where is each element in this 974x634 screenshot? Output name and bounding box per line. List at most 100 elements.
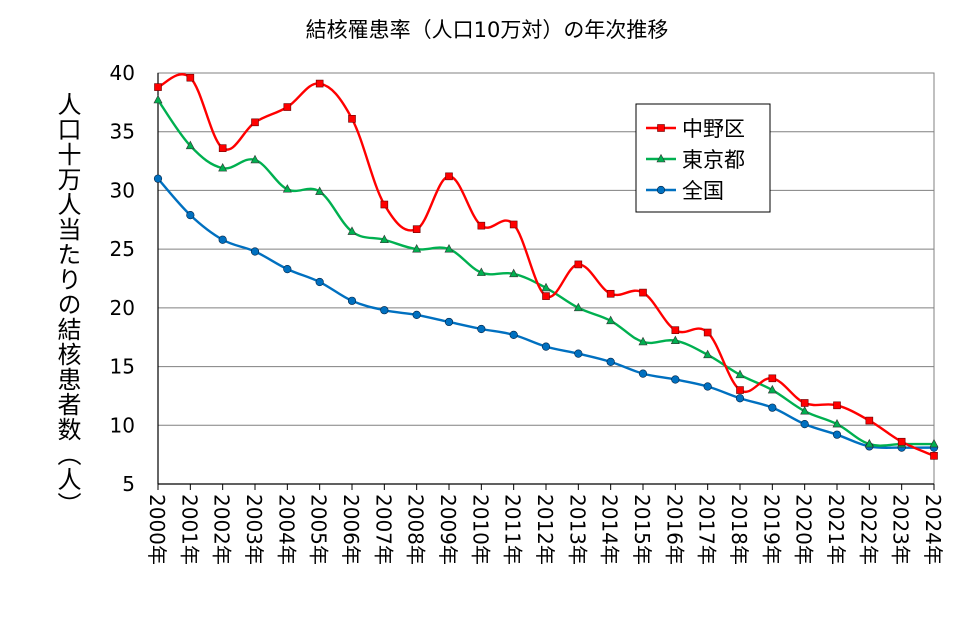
data-point-2	[574, 349, 583, 358]
data-point-0	[283, 103, 292, 111]
data-point-1	[218, 162, 228, 172]
data-point-0	[186, 73, 195, 82]
x-tick-label: 2023年	[889, 494, 913, 565]
data-point-1	[153, 94, 163, 104]
data-point-2	[606, 357, 615, 366]
data-point-1	[282, 184, 292, 193]
x-tick-label: 2016年	[662, 494, 686, 565]
data-point-0	[380, 200, 389, 209]
x-tick-label: 2005年	[307, 494, 331, 565]
data-point-1	[250, 154, 260, 164]
x-tick-label: 2006年	[339, 494, 363, 565]
data-point-0	[445, 172, 453, 181]
data-point-2	[153, 174, 163, 183]
data-point-1	[703, 349, 713, 359]
data-point-1	[832, 418, 842, 428]
data-point-2	[703, 382, 712, 391]
data-point-1	[864, 438, 874, 448]
data-point-1	[379, 234, 389, 244]
legend-swatch-marker	[657, 124, 665, 132]
data-point-1	[767, 384, 777, 394]
data-point-1	[412, 244, 422, 253]
y-tick-label: 40	[110, 61, 135, 85]
data-point-2	[638, 369, 648, 378]
x-tick-label: 2012年	[533, 494, 557, 565]
y-tick-label: 15	[110, 355, 135, 379]
data-point-0	[897, 437, 906, 446]
x-tick-label: 2018年	[727, 494, 751, 565]
x-tick-label: 2001年	[177, 494, 201, 565]
data-point-0	[768, 374, 777, 383]
x-tick-label: 2009年	[436, 494, 460, 565]
data-point-1	[476, 267, 486, 276]
x-tick-label: 2004年	[274, 494, 298, 565]
x-tick-label: 2021年	[824, 494, 848, 565]
y-tick-label: 25	[110, 237, 135, 261]
gridlines	[157, 72, 935, 485]
data-point-2	[541, 342, 551, 351]
data-point-0	[606, 289, 615, 298]
series-line-1	[157, 99, 934, 447]
data-point-0	[703, 328, 712, 337]
data-point-2	[768, 403, 777, 412]
data-point-2	[250, 247, 260, 256]
data-point-0	[477, 221, 486, 230]
legend-label: 中野区	[682, 117, 745, 141]
x-tick-label: 2013年	[565, 494, 589, 565]
data-point-0	[154, 83, 162, 91]
data-point-2	[444, 317, 454, 327]
data-point-1	[315, 186, 325, 195]
data-point-1	[929, 438, 939, 448]
data-point-1	[573, 302, 583, 312]
data-point-2	[509, 330, 518, 339]
data-point-2	[315, 277, 324, 287]
data-point-1	[347, 226, 357, 235]
data-point-0	[542, 292, 550, 300]
x-tick-label: 2024年	[921, 494, 945, 565]
x-tick-label: 2002年	[210, 494, 234, 565]
y-tick-label: 35	[110, 120, 135, 144]
y-tick-label: 10	[110, 413, 135, 437]
data-point-1	[800, 406, 810, 415]
data-point-0	[736, 386, 744, 394]
series-markers	[153, 73, 939, 460]
y-axis-label: 人口十万人当たりの結核患者数（人）	[53, 92, 81, 517]
data-point-0	[315, 79, 324, 88]
data-point-2	[347, 296, 357, 305]
y-tick-label: 30	[110, 178, 135, 202]
data-point-2	[800, 420, 809, 429]
data-point-0	[639, 288, 647, 297]
x-tick-label: 2011年	[501, 494, 525, 565]
y-tick-labels: 5 10 15 20 25 30 35 40	[110, 61, 135, 496]
data-point-2	[735, 394, 745, 403]
x-tick-label: 2022年	[856, 494, 880, 565]
data-point-0	[412, 225, 421, 233]
data-point-1	[541, 282, 551, 292]
legend-label: 全国	[682, 179, 724, 203]
data-point-1	[735, 369, 745, 379]
x-tick-label: 2015年	[630, 494, 654, 565]
data-point-1	[444, 244, 454, 253]
x-tick-label: 2003年	[242, 494, 266, 565]
data-point-0	[833, 401, 841, 410]
data-point-0	[218, 144, 227, 152]
x-tick-label: 2019年	[759, 494, 783, 565]
data-point-1	[638, 336, 648, 346]
data-point-0	[251, 118, 259, 127]
data-point-0	[865, 416, 874, 425]
data-point-2	[832, 430, 842, 439]
y-tick-label: 20	[110, 296, 135, 320]
chart-title: 結核罹患率（人口10万対）の年次推移	[305, 18, 669, 42]
data-point-1	[185, 140, 195, 150]
x-tick-label: 2017年	[695, 494, 719, 565]
x-tick-labels: 2000年 2001年 2002年 2003年 2004年 2005年 2006年 2007年…	[145, 484, 945, 565]
data-point-2	[218, 235, 227, 244]
data-point-2	[412, 310, 421, 320]
y-tick-label: 5	[122, 472, 135, 496]
x-tick-label: 2000年	[145, 494, 169, 565]
data-point-0	[930, 452, 938, 460]
legend-label: 東京都	[682, 148, 745, 172]
data-point-0	[671, 326, 680, 334]
data-point-1	[606, 315, 616, 325]
